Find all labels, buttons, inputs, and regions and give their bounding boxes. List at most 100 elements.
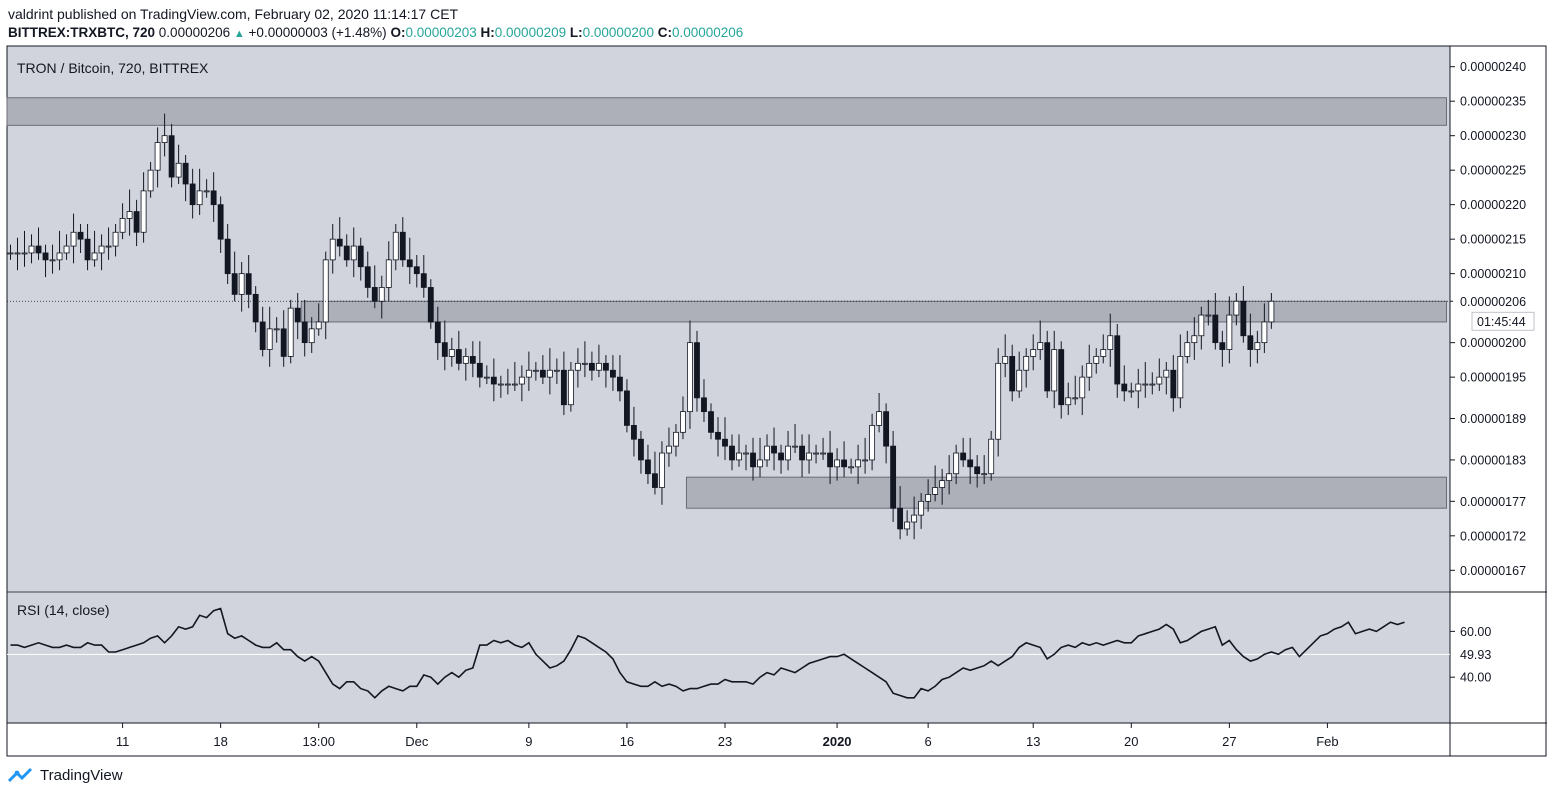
- candle-up: [1135, 383, 1142, 392]
- candle-up: [946, 473, 953, 482]
- candle-up: [70, 231, 77, 247]
- up-triangle-icon: ▲: [233, 28, 245, 40]
- x-tick-label: 13: [1026, 734, 1040, 749]
- candle-up: [743, 452, 749, 455]
- y-tick-label: 0.00000200: [1460, 336, 1526, 350]
- candle-down: [455, 349, 462, 364]
- open-value: 0.00000203: [405, 25, 477, 40]
- symbol-label: BITTREX:TRXBTC, 720: [8, 25, 156, 40]
- candle-down: [1247, 335, 1254, 350]
- y-tick-label: 0.00000195: [1460, 371, 1526, 385]
- rsi-value-bg: [1453, 645, 1503, 664]
- candle-down: [301, 321, 308, 344]
- candle-up: [203, 190, 210, 193]
- high-value: 0.00000209: [494, 25, 567, 40]
- candle-up: [1065, 397, 1072, 406]
- candle-down: [609, 369, 616, 378]
- candle-down: [602, 362, 609, 371]
- x-tick-label: 11: [116, 734, 130, 749]
- candle-up: [918, 500, 925, 516]
- candle-up: [98, 245, 105, 254]
- candle-up: [1261, 321, 1268, 344]
- y-tick-label: 0.00000235: [1460, 95, 1526, 109]
- candle-up: [911, 514, 918, 523]
- candle-up: [581, 362, 588, 365]
- candle-down: [890, 445, 897, 509]
- candle-up: [567, 369, 574, 406]
- candle-down: [434, 321, 441, 344]
- candle-up: [925, 494, 932, 502]
- countdown-label: 01:45:44: [1477, 315, 1526, 329]
- candle-up: [595, 362, 602, 371]
- candle-down: [645, 459, 651, 475]
- candle-down: [182, 162, 189, 185]
- candle-down: [364, 266, 371, 288]
- price-zone-3: [685, 476, 1447, 509]
- y-tick-label: 0.00000172: [1460, 529, 1526, 543]
- y-tick-label: 0.00000210: [1460, 267, 1526, 281]
- candle-down: [84, 238, 91, 261]
- candle-down: [722, 438, 728, 447]
- candle-up: [995, 362, 1002, 440]
- tradingview-logo-icon: [8, 767, 33, 783]
- x-tick-label: Dec: [405, 734, 429, 749]
- y-tick-label: 0.00000177: [1460, 495, 1526, 509]
- candle-down: [701, 397, 707, 413]
- candle-up: [764, 445, 770, 461]
- candle-down: [539, 369, 546, 378]
- candle-up: [1205, 314, 1212, 317]
- candle-up: [462, 356, 469, 364]
- chart-title: TRON / Bitcoin, 720, BITTREX: [17, 60, 209, 76]
- candle-up: [525, 369, 532, 378]
- rsi-tick-label: 60.00: [1460, 625, 1491, 639]
- candle-up: [1093, 356, 1100, 364]
- y-tick-label: 0.00000167: [1460, 564, 1526, 578]
- candle-down: [841, 459, 848, 468]
- candle-up: [1037, 342, 1044, 350]
- candle-up: [504, 383, 511, 386]
- candle-up: [56, 252, 63, 261]
- candle-up: [147, 169, 154, 192]
- candle-up: [483, 376, 490, 379]
- candle-down: [1170, 369, 1177, 399]
- candle-up: [820, 452, 826, 455]
- candle-up: [1072, 397, 1079, 400]
- last-price: 0.00000206: [158, 25, 231, 40]
- candle-up: [1254, 342, 1261, 350]
- candle-down: [624, 390, 630, 426]
- x-tick-label: 2020: [823, 734, 852, 749]
- candle-down: [631, 425, 637, 440]
- candle-down: [694, 342, 700, 399]
- candle-down: [960, 452, 967, 461]
- x-tick-label: 20: [1124, 734, 1138, 749]
- x-tick-label: Feb: [1316, 734, 1338, 749]
- candle-up: [813, 452, 819, 455]
- candle-up: [904, 521, 911, 530]
- candle-down: [224, 238, 231, 275]
- candle-up: [687, 342, 693, 413]
- candle-up: [680, 411, 686, 433]
- candle-down: [827, 452, 833, 468]
- candle-up: [1030, 349, 1037, 357]
- candle-up: [266, 328, 273, 350]
- candle-up: [939, 480, 946, 488]
- close-value: 0.00000206: [671, 25, 744, 40]
- rsi-pane-bg: [7, 593, 1450, 723]
- candle-up: [1142, 383, 1149, 386]
- y-tick-label: 0.00000240: [1460, 60, 1526, 74]
- candle-down: [897, 507, 904, 530]
- candle-up: [511, 383, 518, 386]
- candle-down: [245, 273, 252, 295]
- candle-down: [469, 356, 476, 364]
- candle-up: [105, 245, 112, 248]
- candle-down: [210, 190, 217, 206]
- candle-down: [771, 445, 777, 454]
- candle-down: [715, 431, 721, 440]
- candle-down: [371, 287, 378, 302]
- candle-up: [1107, 335, 1114, 350]
- candle-up: [1128, 390, 1135, 393]
- candle-down: [77, 231, 84, 240]
- y-tick-label: 0.00000189: [1460, 412, 1526, 426]
- footer-brand[interactable]: TradingView: [8, 766, 123, 784]
